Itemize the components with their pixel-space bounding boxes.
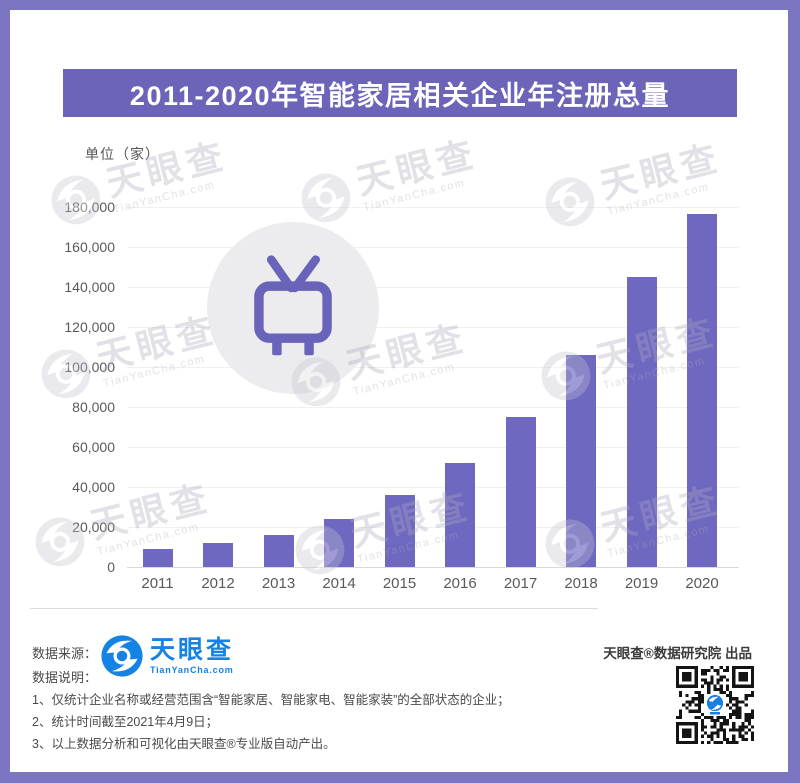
bar-2014 [324,519,354,567]
gridline [127,487,739,488]
bar-2011 [142,549,173,567]
x-tick-label: 2016 [443,575,477,592]
notes-block: 1、仅统计企业名称或经营范围含“智能家居、智能家电、智能家装”的全部状态的企业；… [32,689,510,755]
bar-2019 [626,277,657,567]
tv-icon-circle [207,222,379,394]
gridline [127,447,739,448]
x-tick-label: 2017 [503,575,538,592]
gridline [127,207,739,208]
logo-domain-text: TianYanCha.com [150,664,234,675]
y-tick-label: 60,000 [72,439,115,455]
y-tick-label: 120,000 [64,319,115,335]
gridline [127,527,739,528]
y-tick-label: 20,000 [72,519,115,535]
logo-brand-text: 天眼查 [150,635,235,664]
note-line-2: 2、统计时间截至2021年4月9日； [32,715,219,729]
gridline [127,327,739,328]
x-tick-label: 2020 [685,575,719,592]
note-line-1: 1、仅统计企业名称或经营范围含“智能家居、智能家电、智能家装”的全部状态的企业； [32,693,510,707]
plot-area: 0 20,000 40,000 60,000 80,000 100,000 120,000 1… [64,199,739,592]
y-tick-label: 160,000 [64,239,115,255]
y-tick-label: 40,000 [72,479,115,495]
x-tick-label: 2019 [624,575,659,592]
unit-label: 单位（家） [85,146,160,162]
gridline [127,367,739,368]
y-tick-label: 80,000 [72,399,115,415]
y-tick-label: 0 [107,559,115,575]
tianyancha-logo: 天眼查 TianYanCha.com [100,634,234,678]
y-tick-label: 140,000 [64,279,115,295]
bar-2017 [505,417,536,567]
gridline [127,247,739,248]
tv-icon [234,253,352,364]
gridline [127,407,739,408]
gridline [127,287,739,288]
bar-2013 [263,535,294,567]
qr-code [676,666,754,744]
page-title: 2011-2020年智能家居相关企业年注册总量 [129,80,671,111]
x-axis-line [127,567,739,568]
bar-2018 [566,355,596,567]
x-tick-label: 2018 [564,575,598,592]
x-tick-label: 2015 [382,575,417,592]
y-tick-label: 180,000 [64,199,115,215]
data-source-label: 数据来源： [32,646,98,661]
produced-by-label: 天眼查®数据研究院 出品 [603,646,752,661]
title-banner: 2011-2020年智能家居相关企业年注册总量 [63,69,737,117]
x-tick-label: 2012 [201,575,235,592]
x-tick-label: 2014 [322,575,356,592]
note-line-3: 3、以上数据分析和可视化由天眼查®专业版自动产出。 [32,737,336,751]
watermark-brand-text: 天眼查 [352,132,482,203]
poster-card: 2011-2020年智能家居相关企业年注册总量 单位（家） 0 20,000 40,… [10,10,788,772]
x-tick-label: 2011 [141,575,174,592]
y-tick-label: 100,000 [64,359,115,375]
x-tick-label: 2013 [261,575,296,592]
bar-2015 [384,495,415,567]
bar-2016 [445,463,475,567]
watermark-brand-text: 天眼查 [596,136,726,207]
bar-2020 [687,214,717,567]
tianyancha-swirl-icon [100,634,144,678]
footer-divider [30,608,598,609]
bar-2012 [203,543,233,567]
notes-label: 数据说明： [32,670,98,685]
